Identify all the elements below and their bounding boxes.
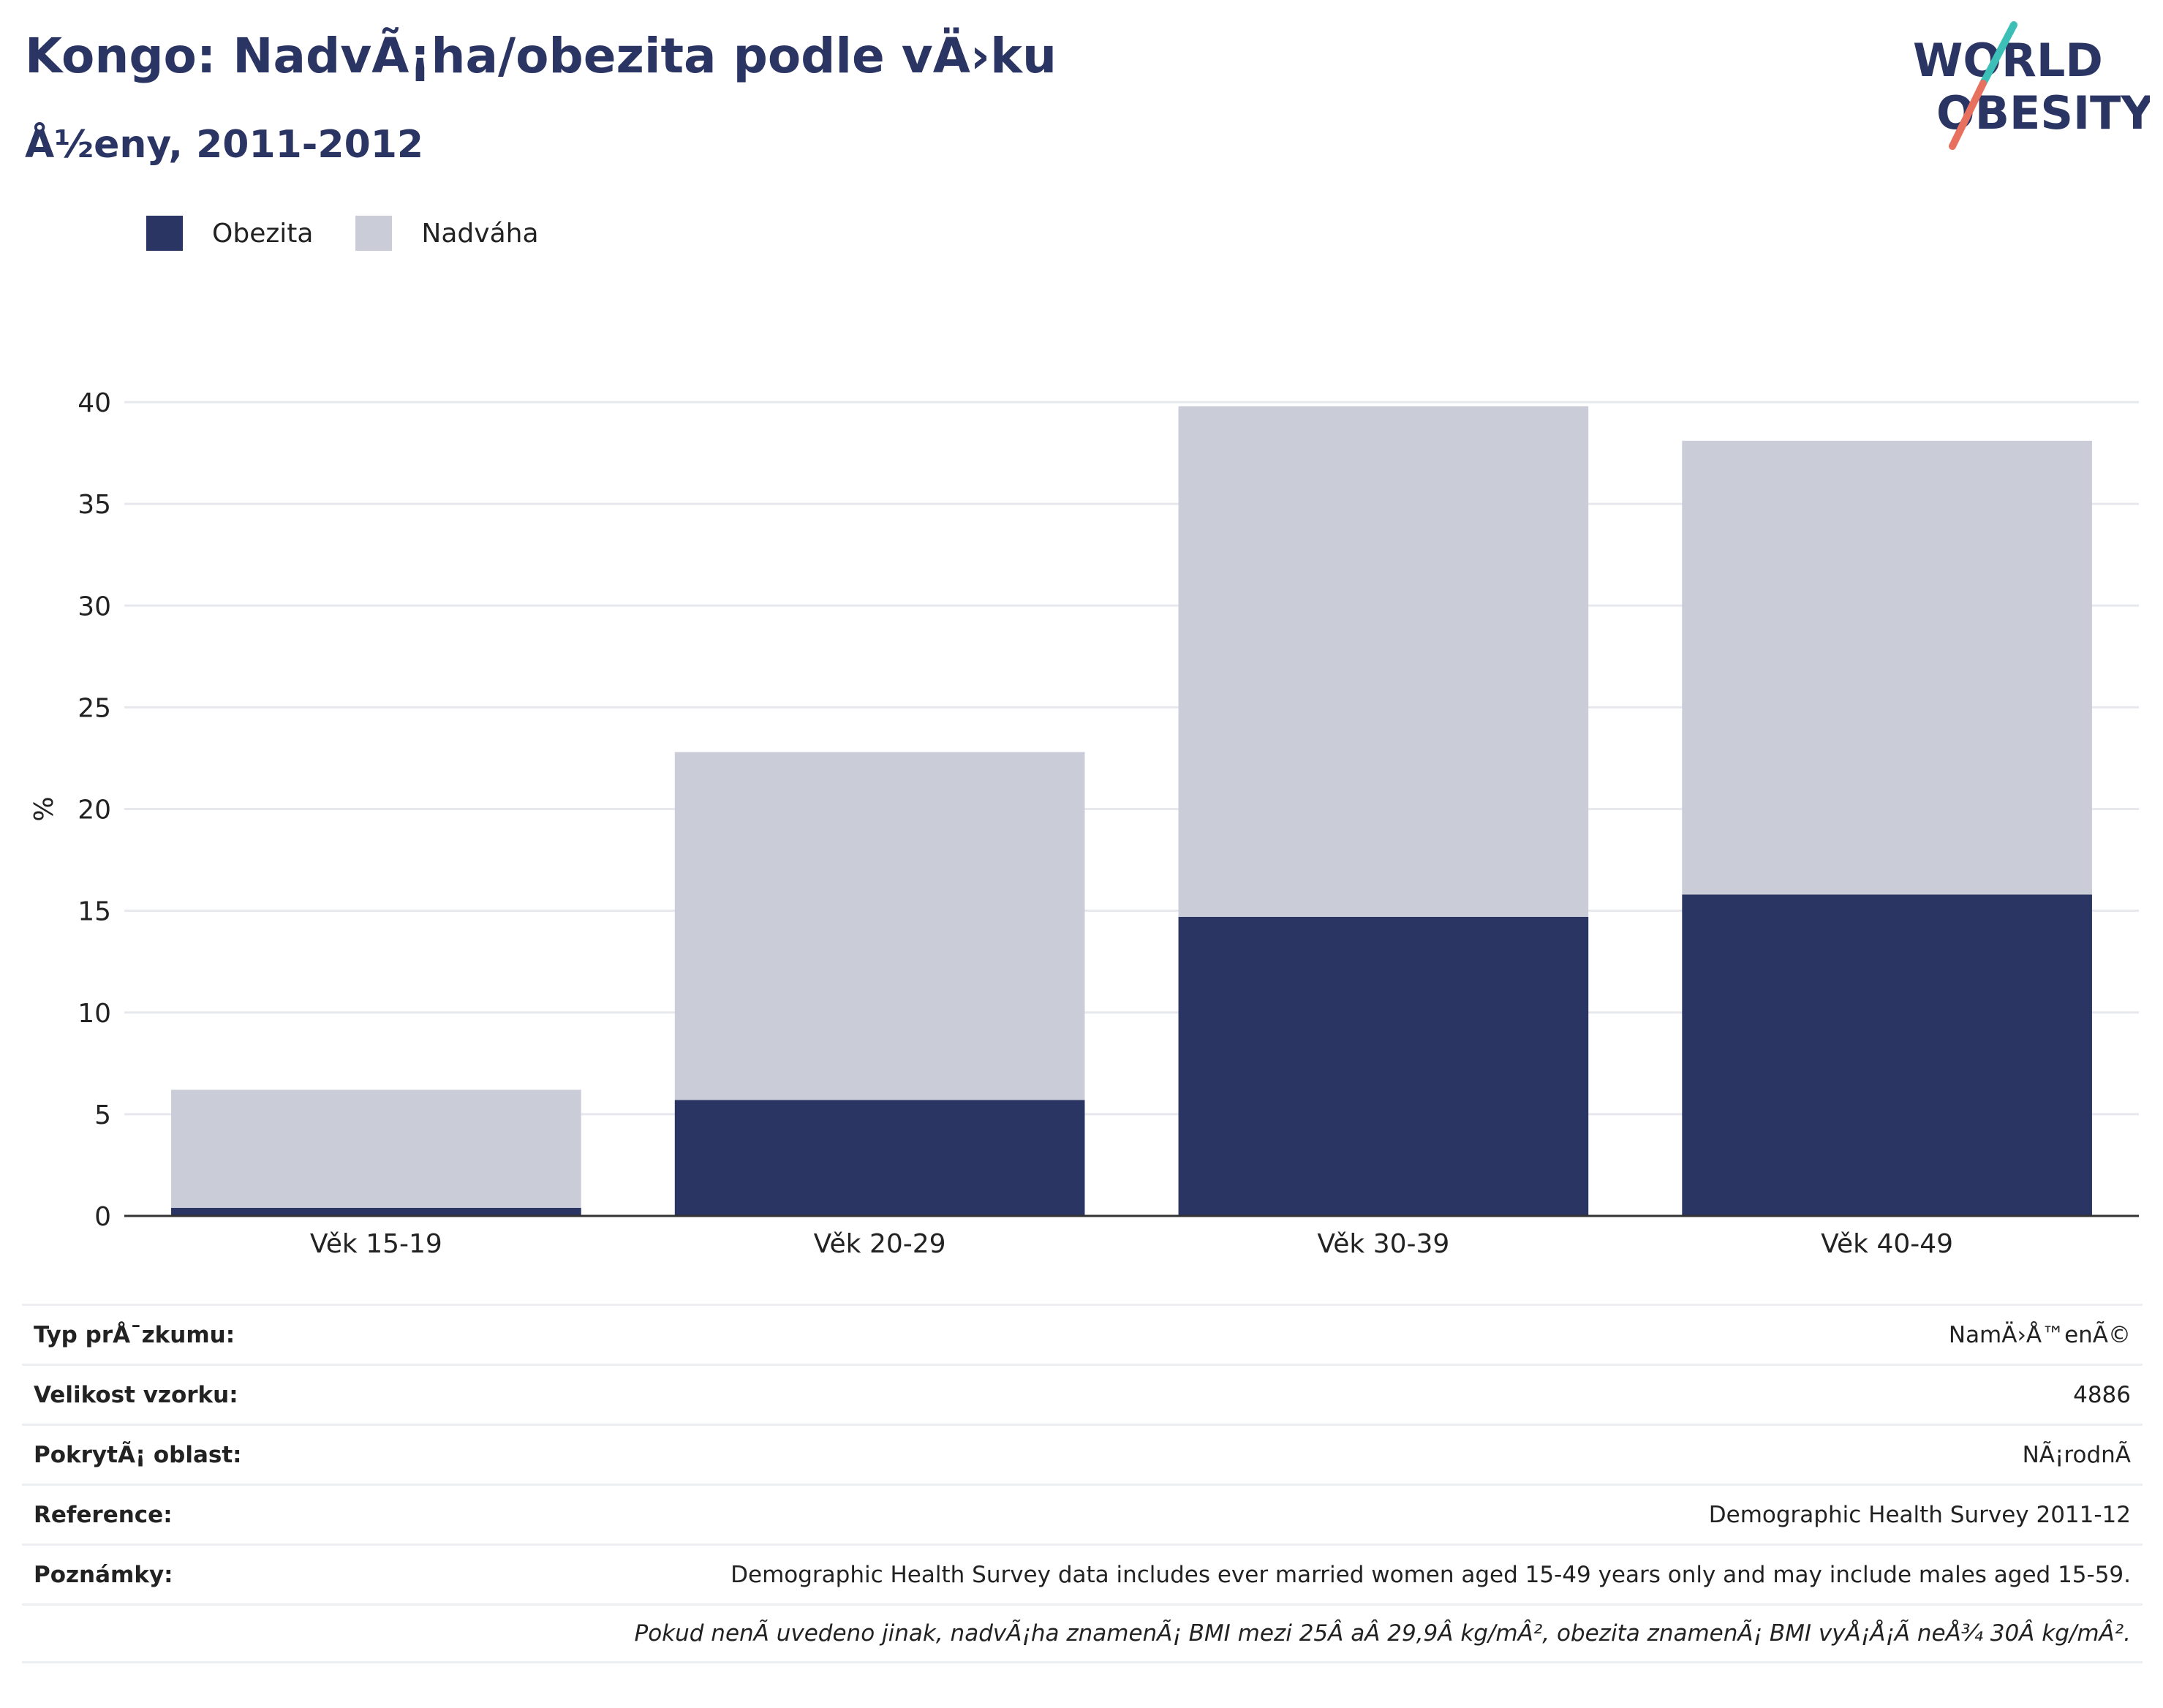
info-value: Demographic Health Survey data includes … bbox=[731, 1561, 2131, 1588]
y-tick-label: 20 bbox=[78, 796, 111, 825]
chart-title: Kongo: NadvÃ¡ha/obezita podle vÄ›ku bbox=[25, 28, 1057, 84]
footnote: Pokud nenÃ uvedeno jinak, nadvÃ¡ha zname… bbox=[634, 1620, 2131, 1647]
y-tick-label: 15 bbox=[78, 897, 111, 927]
bar-nadváha-4 bbox=[1682, 440, 2092, 895]
y-axis-title: % bbox=[29, 796, 59, 821]
info-key: PokrytÃ¡ oblast: bbox=[34, 1441, 242, 1468]
legend-label-obezita: Obezita bbox=[212, 218, 314, 249]
y-tick-label: 35 bbox=[78, 490, 111, 520]
y-tick-label: 25 bbox=[78, 693, 111, 723]
chart-legend: Obezita Nadváha bbox=[146, 216, 581, 251]
info-row-area: PokrytÃ¡ oblast: NÃ¡rodnÃ bbox=[22, 1424, 2143, 1484]
world-obesity-logo: WORLD OBESITY bbox=[1913, 21, 2150, 150]
bar-nadváha-3 bbox=[1178, 406, 1589, 917]
y-tick-label: 10 bbox=[78, 999, 111, 1029]
info-row-sample-size: Velikost vzorku: 4886 bbox=[22, 1364, 2143, 1424]
legend-item-obezita[interactable]: Obezita bbox=[146, 216, 313, 251]
info-key: Typ prÅ¯zkumu: bbox=[34, 1321, 235, 1348]
legend-item-nadvaha[interactable]: Nadváha bbox=[355, 216, 539, 251]
x-tick-label: Věk 40-49 bbox=[1821, 1229, 1953, 1259]
x-tick-label: Věk 15-19 bbox=[310, 1229, 442, 1259]
x-tick-label: Věk 30-39 bbox=[1317, 1229, 1449, 1259]
bar-obezita-3 bbox=[1178, 916, 1589, 1216]
x-tick-label: Věk 20-29 bbox=[814, 1229, 946, 1259]
info-value: 4886 bbox=[2073, 1381, 2131, 1408]
y-tick-label: 30 bbox=[78, 592, 111, 621]
info-key: Reference: bbox=[34, 1501, 173, 1528]
bar-nadváha-2 bbox=[674, 752, 1085, 1100]
y-tick-label: 40 bbox=[78, 388, 111, 418]
info-row-footnote: Pokud nenÃ uvedeno jinak, nadvÃ¡ha zname… bbox=[22, 1603, 2143, 1663]
bar-obezita-2 bbox=[674, 1100, 1085, 1216]
info-table: Typ prÅ¯zkumu: NamÄ›Å™enÃ© Velikost vzor… bbox=[22, 1304, 2143, 1663]
info-row-survey-type: Typ prÅ¯zkumu: NamÄ›Å™enÃ© bbox=[22, 1304, 2143, 1364]
info-row-notes: Poznámky: Demographic Health Survey data… bbox=[22, 1543, 2143, 1603]
bar-obezita-4 bbox=[1682, 894, 2092, 1216]
y-tick-label: 5 bbox=[94, 1100, 111, 1130]
info-value: NÃ¡rodnÃ bbox=[2022, 1441, 2131, 1468]
bar-nadváha-1 bbox=[171, 1089, 581, 1208]
info-value: NamÄ›Å™enÃ© bbox=[1948, 1321, 2131, 1348]
info-value: Demographic Health Survey 2011-12 bbox=[1708, 1501, 2131, 1528]
info-row-reference: Reference: Demographic Health Survey 201… bbox=[22, 1484, 2143, 1543]
bar-obezita-1 bbox=[171, 1207, 581, 1216]
chart-subtitle: Å½eny, 2011-2012 bbox=[25, 123, 424, 167]
legend-label-nadvaha: Nadváha bbox=[421, 218, 539, 249]
stacked-bar-chart: 0 5 10 15 20 25 30 35 40% Věk 15-19 Věk 20-29 Věk 3… bbox=[29, 388, 2139, 1259]
legend-swatch-nadvaha bbox=[355, 216, 393, 251]
y-tick-label: 0 bbox=[94, 1202, 111, 1232]
info-key: Velikost vzorku: bbox=[34, 1381, 238, 1408]
legend-swatch-obezita bbox=[146, 216, 183, 251]
info-key: Poznámky: bbox=[34, 1561, 173, 1588]
